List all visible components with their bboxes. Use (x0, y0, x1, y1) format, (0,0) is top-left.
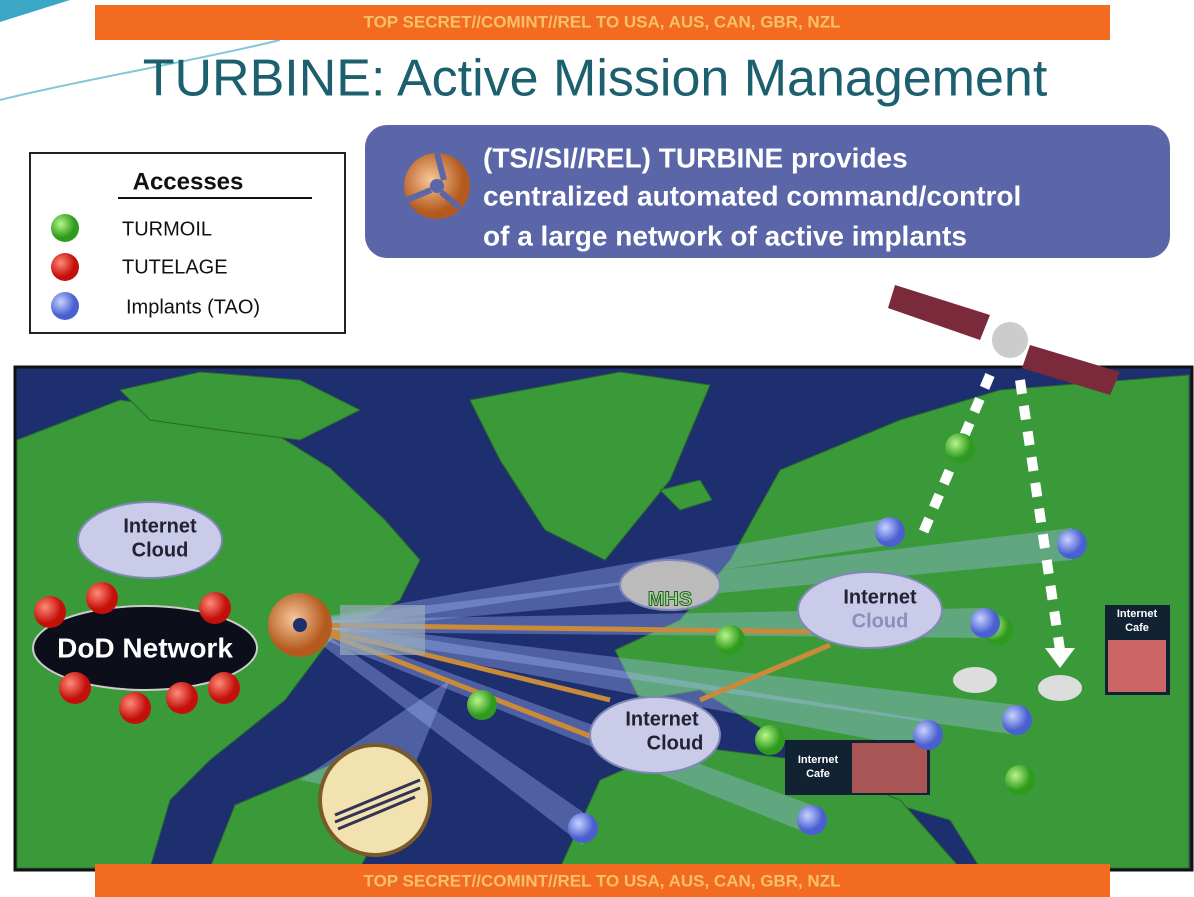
slide: TOP SECRET//COMINT//REL TO USA, AUS, CAN… (0, 0, 1194, 897)
turbine-hub (268, 593, 332, 657)
callout-line: of a large network of active implants (483, 220, 967, 251)
dish (1038, 675, 1082, 701)
cafe-label: Cafe (806, 768, 830, 780)
classification: TOP SECRET//COMINT//REL TO USA, AUS, CAN… (364, 871, 841, 890)
legend-swatch (51, 253, 79, 281)
cloud-label: Cloud (852, 610, 909, 632)
legend-label: TUTELAGE (122, 256, 228, 278)
legend-title: Accesses (133, 168, 244, 195)
cafe-photo (1108, 640, 1166, 692)
legend-label: Implants (TAO) (126, 296, 260, 318)
legend-label: TURMOIL (122, 218, 212, 240)
callout-line: centralized automated command/control (483, 180, 1021, 211)
legend-swatch (51, 214, 79, 242)
cafe-photo (852, 743, 927, 793)
slide-title: TURBINE: Active Mission Management (143, 50, 1048, 108)
cafe-label: Cafe (1125, 622, 1149, 634)
turbine-icon (404, 153, 470, 219)
corner-decoration (0, 0, 70, 22)
cloud-label: Internet (625, 708, 699, 730)
dish (953, 667, 997, 693)
mhs-label: MHS (648, 588, 692, 610)
callout-line: (TS//SI//REL) TURBINE provides (483, 142, 908, 173)
dod-label: DoD Network (57, 632, 233, 663)
cloud-label: Cloud (647, 732, 704, 754)
cloud-label: Internet (123, 515, 197, 537)
cafe-label: Internet (798, 754, 839, 766)
cafe-label: Internet (1117, 608, 1158, 620)
cloud-label: Cloud (132, 539, 189, 561)
legend-swatch (51, 292, 79, 320)
cloud-label: Internet (843, 586, 917, 608)
classification: TOP SECRET//COMINT//REL TO USA, AUS, CAN… (364, 12, 841, 31)
servers (340, 605, 425, 655)
